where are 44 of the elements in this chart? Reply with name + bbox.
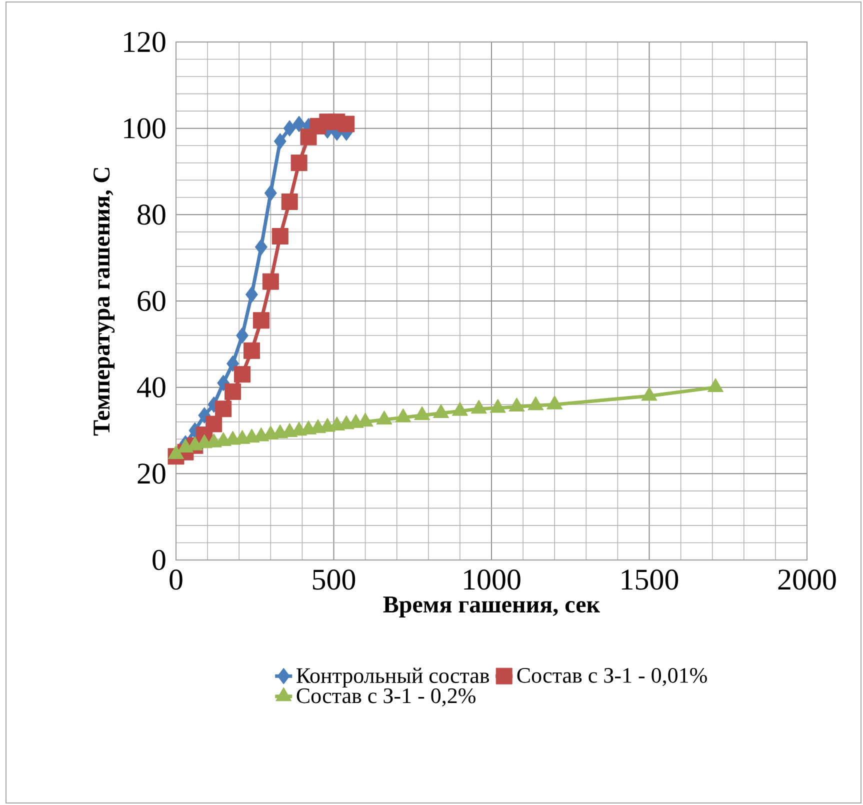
- point: [376, 410, 392, 424]
- point: [283, 120, 296, 137]
- point: [546, 395, 563, 410]
- point: [395, 408, 412, 422]
- y-tick-label: 100: [124, 118, 166, 138]
- point: [641, 386, 658, 401]
- x-axis-title: Время гашения, сек: [383, 596, 600, 618]
- point: [528, 396, 544, 410]
- legend-label: Контрольный состав: [296, 668, 490, 688]
- point: [508, 397, 525, 412]
- point: [245, 286, 258, 303]
- x-tick-label: 2000: [778, 570, 836, 590]
- y-tick-label: 80: [138, 204, 166, 225]
- x-tick-label: 500: [312, 570, 356, 590]
- point: [252, 312, 270, 329]
- point: [272, 228, 288, 244]
- point: [707, 378, 724, 392]
- point: [432, 404, 450, 418]
- y-tick-label: 0: [152, 550, 166, 570]
- point: [470, 400, 487, 414]
- y-tick-label: 120: [124, 32, 166, 52]
- point: [243, 342, 260, 359]
- point: [254, 238, 268, 256]
- y-tick-label: 60: [138, 290, 166, 312]
- point: [414, 406, 430, 420]
- x-tick-label: 1500: [622, 570, 678, 590]
- point: [168, 444, 184, 459]
- y-axis-title: Температура гашения, С: [94, 168, 115, 436]
- legend-label: Состав с З-1 - 0,01%: [517, 668, 707, 686]
- point: [262, 273, 279, 290]
- point: [274, 133, 286, 150]
- point: [338, 116, 355, 132]
- legend-label: Состав с З-1 - 0,2%: [296, 688, 476, 706]
- point: [264, 184, 277, 202]
- point: [292, 116, 306, 132]
- y-tick-label: 40: [137, 377, 166, 398]
- point: [452, 402, 468, 416]
- point: [281, 193, 298, 210]
- point: [236, 327, 249, 344]
- point: [490, 398, 506, 413]
- x-tick-label: 0: [170, 570, 182, 590]
- point: [290, 154, 308, 172]
- x-tick-label: 1000: [464, 570, 520, 590]
- y-tick-label: 20: [138, 464, 166, 484]
